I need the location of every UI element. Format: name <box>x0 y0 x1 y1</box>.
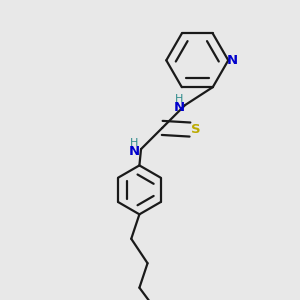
Text: H: H <box>130 138 139 148</box>
Text: N: N <box>129 145 140 158</box>
Text: N: N <box>174 101 185 114</box>
Text: N: N <box>226 54 238 67</box>
Text: H: H <box>175 94 183 104</box>
Text: S: S <box>191 123 200 136</box>
